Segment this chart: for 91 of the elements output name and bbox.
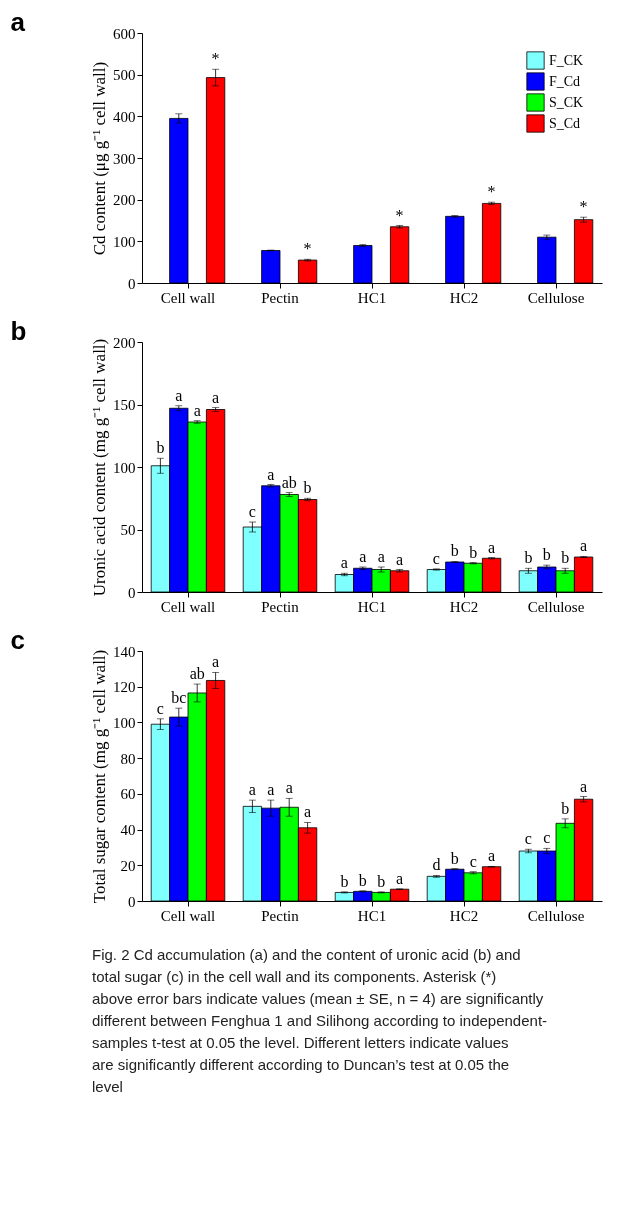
legend-label: F_CK [549, 52, 584, 68]
data-label: c [248, 503, 256, 520]
y-tick-label: 100 [113, 714, 136, 731]
x-tick-label: Pectin [261, 289, 300, 306]
data-label: a [212, 388, 220, 406]
chart-title: b [10, 316, 27, 346]
x-tick-label: HC1 [357, 907, 387, 924]
data-label: b [542, 546, 551, 564]
data-label: a [175, 386, 183, 404]
legend-label: S_Cd [549, 115, 581, 131]
chart-title: c [10, 625, 25, 655]
data-label: a [396, 550, 404, 568]
data-label: b [303, 479, 312, 497]
x-tick-label: Cell wall [160, 907, 216, 924]
data-label: c [156, 699, 164, 717]
chart-title: a [10, 7, 26, 37]
x-tick-label: HC1 [357, 289, 387, 306]
data-label: * [487, 183, 496, 201]
y-tick-label: 100 [113, 233, 136, 250]
data-label: b [524, 549, 533, 567]
y-tick-label: 80 [120, 750, 136, 767]
data-label: a [488, 847, 496, 865]
y-axis-title: Cd content (μg g⁻¹ cell wall) [90, 61, 109, 256]
y-tick-label: 60 [120, 786, 136, 803]
data-label: c [524, 830, 532, 848]
y-tick-label: 140 [113, 643, 136, 660]
y-tick-label: 40 [120, 822, 136, 839]
data-label: b [450, 849, 459, 867]
legend-label: S_CK [549, 94, 584, 110]
data-label: a [248, 781, 256, 799]
y-tick-label: 200 [113, 334, 136, 351]
data-label: c [432, 549, 440, 567]
legend-label: F_Cd [549, 73, 581, 89]
x-tick-label: HC2 [449, 907, 479, 924]
data-label: c [469, 852, 477, 870]
data-label: b [561, 799, 570, 817]
y-axis-title: Uronic acid content (mg g⁻¹ cell wall) [90, 338, 109, 597]
data-label: ab [189, 665, 205, 683]
data-label: b [358, 871, 367, 889]
data-label: bc [171, 689, 187, 707]
data-label: ab [281, 473, 297, 491]
y-tick-label: 500 [113, 67, 136, 84]
y-tick-label: 100 [113, 459, 136, 476]
data-label: a [212, 653, 220, 671]
x-tick-label: Cell wall [160, 289, 216, 306]
y-tick-label: 600 [113, 25, 136, 42]
data-label: * [211, 50, 220, 68]
x-tick-label: HC2 [449, 289, 479, 306]
data-label: a [488, 538, 496, 556]
x-tick-label: Pectin [261, 598, 300, 615]
data-label: a [267, 781, 275, 799]
data-label: a [304, 803, 312, 821]
data-label: b [561, 549, 570, 567]
data-label: a [580, 777, 588, 795]
data-label: a [396, 869, 404, 887]
data-label: c [543, 829, 551, 847]
data-label: b [450, 542, 459, 560]
data-label: a [267, 465, 275, 483]
y-tick-label: 0 [128, 275, 136, 292]
y-tick-label: 50 [120, 522, 136, 538]
y-tick-label: 20 [120, 857, 136, 874]
data-label: * [395, 206, 404, 224]
x-tick-label: Cell wall [160, 598, 216, 615]
y-tick-label: 200 [113, 192, 136, 209]
data-label: a [285, 779, 293, 797]
data-label: a [359, 548, 367, 565]
x-tick-label: HC1 [357, 598, 387, 615]
data-label: a [377, 548, 385, 565]
data-label: a [193, 401, 201, 419]
data-label: b [469, 543, 478, 561]
y-tick-label: 400 [113, 108, 136, 125]
x-tick-label: Cellulose [527, 598, 585, 615]
y-tick-label: 120 [113, 679, 136, 696]
y-tick-label: 300 [113, 150, 136, 167]
x-tick-label: HC2 [449, 598, 479, 615]
data-label: * [579, 198, 588, 216]
x-tick-label: Pectin [261, 907, 300, 924]
data-label: a [340, 554, 348, 572]
data-label: b [377, 872, 386, 890]
data-label: b [340, 872, 349, 890]
y-axis-title: Total sugar content (mg g⁻¹ cell wall) [90, 649, 109, 904]
data-label: * [303, 240, 312, 258]
y-tick-label: 0 [128, 584, 136, 601]
data-label: d [432, 856, 441, 874]
data-label: b [156, 439, 165, 457]
data-label: a [580, 537, 588, 555]
x-tick-label: Cellulose [527, 907, 585, 924]
caption: Fig. 2 Cd accumulation (a) and the content of uronic acid (b) and total sugar (c) in the cell wall and its components. Asterisk (*) above error bars indicate values (mean ± SE, n = 4) are significantly different between Fenghua 1 and Silihong according to independent-samples t-test at 0.05 the level. Different letters indicate values are significantly different according to Duncan’s test at 0.05 the level [92, 946, 548, 1095]
y-tick-label: 150 [113, 397, 136, 413]
x-tick-label: Cellulose [527, 289, 585, 306]
y-tick-label: 0 [128, 893, 136, 910]
